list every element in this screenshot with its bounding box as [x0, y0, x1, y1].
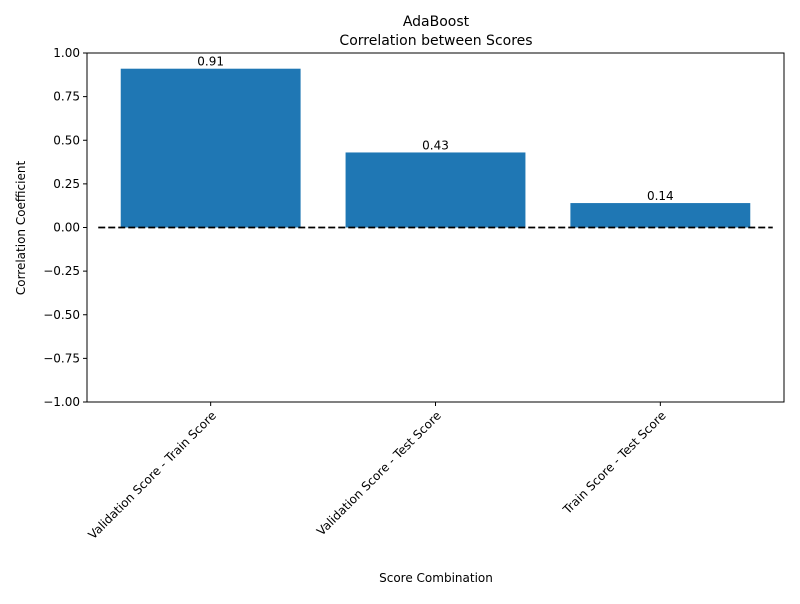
- y-axis: −1.00 −0.75 −0.50 −0.25 0.00 0.25 0.50 0.75 1.00: [43, 46, 87, 409]
- y-tick-label: −0.75: [43, 351, 80, 365]
- data-labels-group: 0.91 0.43 0.14: [197, 55, 673, 203]
- x-axis: Validation Score - Train Score Validation…: [85, 402, 669, 542]
- y-tick-label: −0.25: [43, 264, 80, 278]
- x-axis-label: Score Combination: [379, 571, 493, 585]
- data-label: 0.14: [647, 189, 674, 203]
- y-tick-label: −0.50: [43, 308, 80, 322]
- x-tick-label: Validation Score - Test Score: [314, 408, 444, 538]
- chart-subtitle: Correlation between Scores: [339, 33, 532, 49]
- x-tick-label: Train Score - Test Score: [560, 408, 669, 517]
- bar: [570, 203, 751, 228]
- x-tick-label: Validation Score - Train Score: [85, 408, 219, 542]
- plot-frame: [86, 52, 785, 403]
- y-tick-label: 0.00: [53, 221, 80, 235]
- data-label: 0.91: [197, 55, 224, 69]
- bar: [345, 152, 526, 228]
- y-tick-label: 0.50: [53, 133, 80, 147]
- y-tick-label: 0.25: [53, 177, 80, 191]
- data-label: 0.43: [422, 138, 449, 152]
- y-tick-label: 0.75: [53, 90, 80, 104]
- bar: [120, 68, 301, 228]
- y-tick-label: 1.00: [53, 46, 80, 60]
- chart-title: AdaBoost: [403, 14, 470, 30]
- y-tick-label: −1.00: [43, 395, 80, 409]
- y-axis-label: Correlation Coefficient: [14, 161, 28, 296]
- bars-group: [120, 68, 751, 228]
